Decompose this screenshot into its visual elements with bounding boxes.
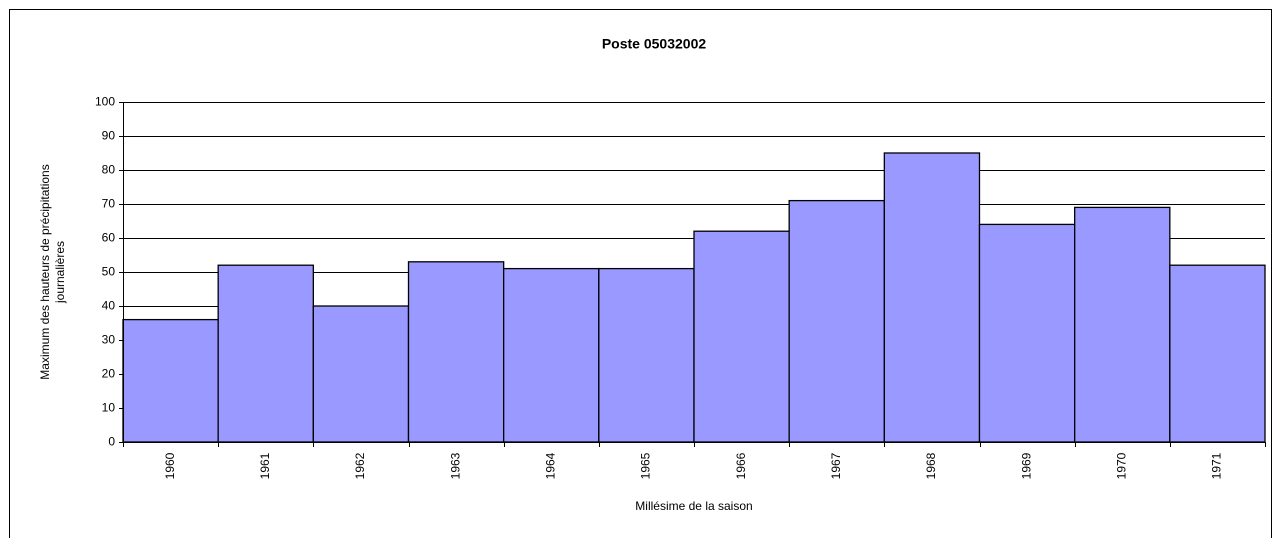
bar xyxy=(503,267,600,443)
bar xyxy=(1074,206,1171,443)
x-tick-label: 1970 xyxy=(1114,452,1128,479)
y-tick-label: 0 xyxy=(108,435,115,449)
x-tick-label: 1961 xyxy=(258,452,272,479)
bar xyxy=(1169,264,1266,443)
x-tick-label: 1971 xyxy=(1210,452,1224,479)
bar xyxy=(217,264,314,443)
y-axis-title: Maximum des hauteurs de précipitations j… xyxy=(38,164,67,379)
y-axis-title-line: Maximum des hauteurs de précipitations xyxy=(38,164,52,379)
x-tick-label: 1960 xyxy=(163,452,177,479)
x-tick-label: 1963 xyxy=(448,452,462,479)
y-tick-label: 60 xyxy=(102,231,116,245)
y-tick-label: 40 xyxy=(102,299,116,313)
bar xyxy=(693,230,790,443)
x-tick-label: 1964 xyxy=(543,452,557,479)
bar xyxy=(788,199,885,443)
x-tick-label: 1969 xyxy=(1019,452,1033,479)
y-tick-label: 100 xyxy=(95,95,115,109)
x-tick-label: 1966 xyxy=(734,452,748,479)
y-tick-label: 10 xyxy=(102,401,116,415)
y-tick-label: 20 xyxy=(102,367,116,381)
bar xyxy=(407,261,505,443)
bar xyxy=(122,318,219,443)
x-axis-title: Millésime de la saison xyxy=(635,499,752,513)
y-tick-label: 90 xyxy=(102,129,116,143)
x-tick-label: 1967 xyxy=(829,452,843,479)
y-tick-label: 50 xyxy=(102,265,116,279)
bar xyxy=(978,223,1076,443)
chart-title: Poste 05032002 xyxy=(602,36,707,52)
y-tick-label: 80 xyxy=(102,163,116,177)
x-tick-label: 1962 xyxy=(353,452,367,479)
y-tick-label: 30 xyxy=(102,333,116,347)
y-tick-label: 70 xyxy=(102,197,116,211)
y-axis-title-line: journalières xyxy=(53,241,67,304)
x-tick-label: 1968 xyxy=(924,452,938,479)
x-tick-label: 1965 xyxy=(639,452,653,479)
bar xyxy=(312,305,410,443)
bar xyxy=(883,152,981,443)
bar xyxy=(598,267,695,443)
